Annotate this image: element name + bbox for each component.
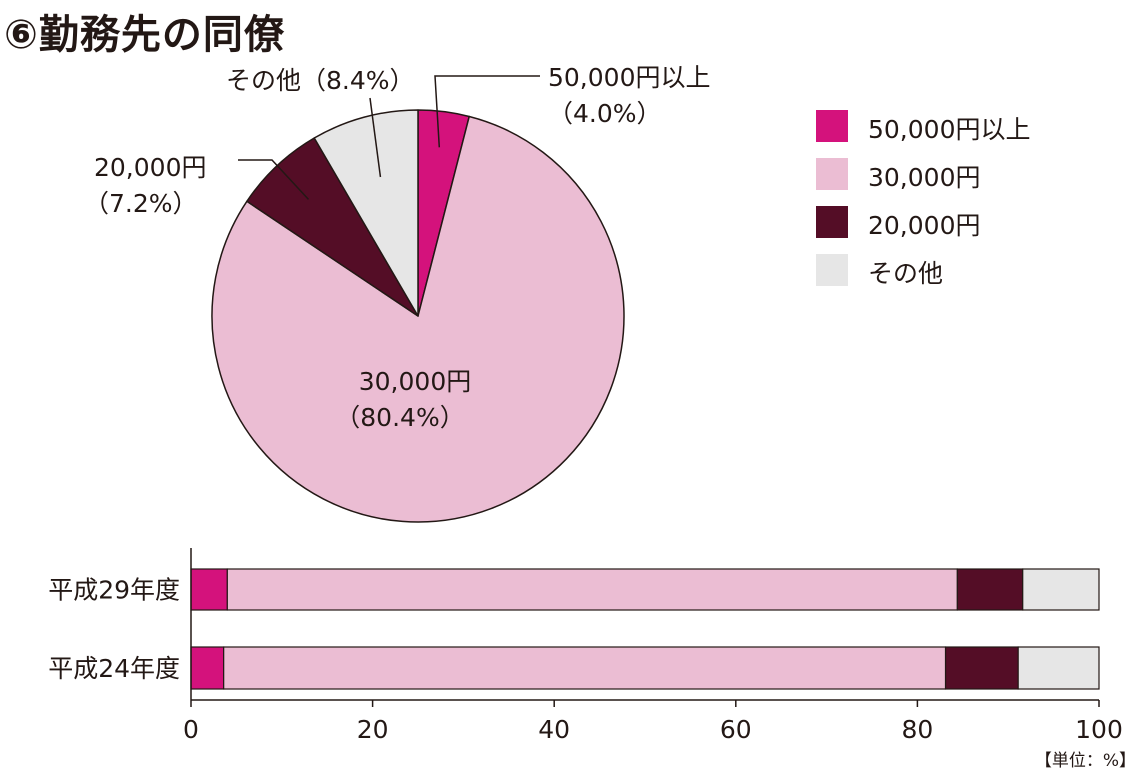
- x-tick-label-3: 60: [720, 715, 752, 744]
- category-label-0: 平成29年度: [48, 576, 180, 605]
- chart-title: ⑥勤務先の同僚: [4, 12, 285, 58]
- pie-slice-3: [313, 109, 419, 317]
- leader-line-2: [238, 159, 310, 200]
- legend-label-0: 50,000円以上: [868, 115, 1030, 144]
- pie-value-0: （4.0%）: [548, 99, 662, 128]
- legend-swatch-2: [816, 206, 848, 238]
- unit-label: 【単位：%】: [1034, 751, 1136, 771]
- bar-segment-0-1: [226, 568, 958, 611]
- category-label-1: 平成24年度: [48, 654, 180, 683]
- bar-segment-0-2: [956, 568, 1024, 611]
- pie-label-3: その他（8.4%）: [226, 66, 415, 95]
- legend-swatch-0: [816, 110, 848, 142]
- legend-swatch-1: [816, 158, 848, 190]
- bar-segment-1-1: [223, 646, 947, 690]
- pie-label-2: 20,000円: [94, 153, 206, 182]
- bar-segment-1-2: [944, 646, 1019, 690]
- leader-line-3: [369, 97, 382, 178]
- pie-value-2: （7.2%）: [84, 189, 198, 218]
- pie-label-1: 30,000円: [359, 367, 471, 396]
- pie-label-0: 50,000円以上: [548, 63, 710, 92]
- pie-label-3-name: その他: [226, 66, 301, 95]
- x-tick-label-1: 20: [357, 715, 389, 744]
- x-tick-label-4: 80: [901, 715, 933, 744]
- bar-segment-1-0: [190, 646, 225, 690]
- pie-chart: [211, 109, 625, 523]
- bar-segment-0-0: [190, 568, 228, 611]
- legend-label-2: 20,000円: [868, 211, 980, 240]
- leader-line-0: [434, 75, 540, 148]
- legend-label-3: その他: [868, 259, 943, 288]
- bar-segment-0-3: [1022, 568, 1100, 611]
- pie-value-3: （8.4%）: [301, 66, 415, 95]
- x-tick-label-0: 0: [183, 715, 199, 744]
- pie-value-1: （80.4%）: [335, 403, 464, 432]
- x-tick-label-2: 40: [538, 715, 570, 744]
- pie-labels: 50,000円以上 （4.0%） 30,000円 （80.4%） 20,000円 （7.2…: [84, 63, 710, 432]
- legend-label-1: 30,000円: [868, 163, 980, 192]
- x-tick-label-5: 100: [1075, 715, 1123, 744]
- legend-swatch-3: [816, 254, 848, 286]
- bar-segment-1-3: [1017, 646, 1100, 690]
- pie-slice-1: [211, 115, 625, 523]
